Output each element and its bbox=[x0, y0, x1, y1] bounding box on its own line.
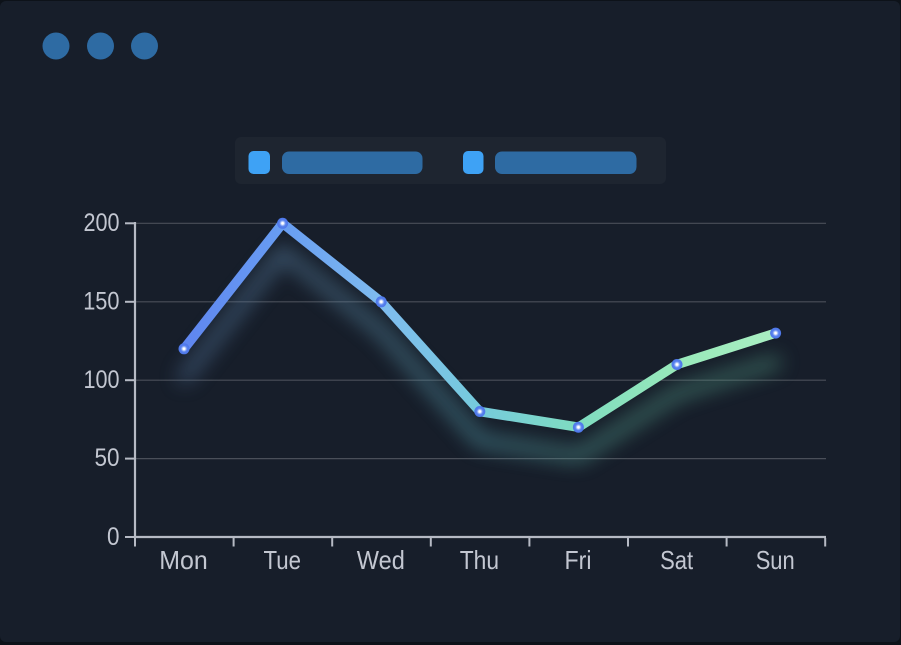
svg-text:Sat: Sat bbox=[660, 545, 694, 575]
svg-text:Mon: Mon bbox=[159, 545, 208, 575]
svg-text:Tue: Tue bbox=[263, 545, 301, 575]
svg-text:200: 200 bbox=[84, 209, 120, 237]
svg-text:100: 100 bbox=[84, 366, 120, 394]
svg-text:Thu: Thu bbox=[460, 545, 499, 575]
svg-text:50: 50 bbox=[95, 444, 120, 472]
svg-text:Fri: Fri bbox=[565, 545, 592, 575]
svg-text:Sun: Sun bbox=[756, 545, 795, 575]
svg-text:150: 150 bbox=[83, 287, 119, 315]
svg-text:0: 0 bbox=[107, 523, 120, 551]
svg-text:Wed: Wed bbox=[357, 545, 405, 575]
